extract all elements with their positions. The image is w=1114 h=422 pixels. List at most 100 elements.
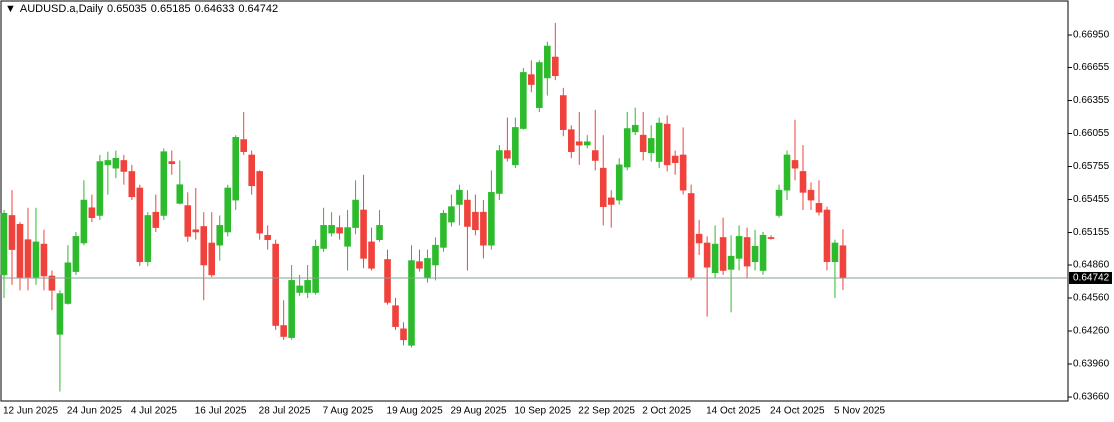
y-tick-label: 0.63660	[1073, 392, 1110, 403]
candle-body	[719, 237, 727, 271]
x-tick-label: 22 Sep 2025	[578, 406, 635, 417]
candle-body	[64, 262, 72, 304]
candle-body	[464, 199, 471, 227]
candle-body	[552, 56, 559, 77]
candle-body	[216, 225, 224, 246]
candle-body	[775, 189, 783, 216]
candle-body	[647, 138, 655, 154]
candle-body	[184, 205, 192, 237]
candle-body	[631, 124, 639, 133]
candle-body	[376, 225, 383, 240]
candle-body	[360, 209, 367, 259]
candle-body	[679, 154, 687, 191]
candle-body	[583, 141, 591, 146]
candle-body	[272, 243, 279, 326]
candle-body	[528, 74, 535, 85]
y-tick-label: 0.64560	[1073, 293, 1110, 304]
candle-body	[735, 236, 743, 259]
candle-body	[32, 241, 40, 278]
candle-body	[759, 234, 767, 271]
y-tick-label: 0.65455	[1073, 194, 1110, 205]
collapse-arrow[interactable]: ▼	[5, 3, 16, 15]
candle-body	[208, 242, 216, 276]
candle-body	[192, 229, 200, 233]
candle-body	[240, 139, 247, 152]
candle-body	[328, 225, 335, 234]
candle-body	[224, 187, 232, 233]
open-value: 0.65035	[107, 3, 147, 15]
candle-body	[416, 261, 423, 269]
candle-body	[839, 245, 847, 279]
candle-body	[703, 242, 711, 268]
candle-body	[512, 127, 519, 166]
candle-body	[48, 275, 56, 291]
x-tick-label: 16 Jul 2025	[195, 406, 247, 417]
symbol: AUDUSD.a,Daily	[19, 3, 104, 15]
y-tick-label: 0.66950	[1073, 30, 1110, 41]
candle-body	[575, 141, 583, 146]
candle-body	[312, 245, 319, 293]
candle-body	[615, 164, 623, 201]
last-price-label: 0.64742	[1073, 273, 1110, 284]
candle-body	[160, 151, 168, 216]
candle-body	[751, 245, 759, 262]
candle-body	[456, 189, 463, 205]
candle-body	[520, 72, 527, 129]
x-tick-label: 10 Sep 2025	[514, 406, 571, 417]
candle-body	[256, 171, 263, 234]
candle-body	[112, 157, 120, 169]
candle-body	[400, 328, 407, 341]
x-tick-label: 29 Aug 2025	[450, 406, 507, 417]
candle-body	[472, 211, 479, 231]
candle-body	[0, 212, 8, 276]
candle-body	[424, 258, 431, 279]
candle-body	[248, 154, 255, 187]
candle-body	[671, 155, 679, 163]
candle-body	[264, 234, 271, 240]
candle-body	[695, 233, 703, 244]
candle-body	[831, 242, 839, 262]
candle-body	[320, 225, 327, 249]
x-tick-label: 24 Oct 2025	[770, 406, 825, 417]
candle-body	[623, 128, 631, 168]
candle-body	[304, 280, 311, 293]
y-tick-label: 0.65155	[1073, 227, 1110, 238]
x-tick-label: 7 Aug 2025	[323, 406, 374, 417]
candle-body	[687, 193, 695, 278]
candle-body	[727, 255, 735, 270]
candle-body	[8, 215, 16, 250]
candle-body	[567, 129, 575, 152]
candle-body	[136, 187, 144, 262]
candle-body	[56, 293, 64, 335]
candle-body	[496, 150, 503, 194]
candle-body	[823, 209, 831, 262]
candle-body	[791, 160, 799, 169]
candle-body	[807, 189, 815, 201]
candle-body	[655, 122, 663, 162]
candle-body	[80, 199, 88, 244]
candle-body	[488, 192, 495, 246]
candle-body	[144, 215, 152, 262]
last-price-box	[1069, 271, 1112, 284]
candle-body	[344, 227, 351, 247]
candle-body	[40, 243, 48, 277]
candle-body	[128, 171, 136, 198]
candle-body	[352, 199, 359, 228]
candle-body	[599, 167, 607, 207]
candle-body	[88, 207, 96, 218]
candle-body	[104, 160, 112, 166]
x-tick-label: 28 Jul 2025	[259, 406, 311, 417]
x-tick-label: 2 Oct 2025	[642, 406, 691, 417]
candle-body	[368, 241, 375, 269]
candle-body	[296, 285, 303, 293]
high-value: 0.65185	[150, 3, 191, 15]
candle-body	[176, 184, 184, 204]
candle-body	[24, 239, 32, 278]
candle-body	[232, 137, 240, 201]
candle-body	[336, 227, 343, 234]
candle-body	[280, 325, 287, 337]
y-tick-label: 0.65755	[1073, 161, 1110, 172]
candle-body	[559, 95, 567, 130]
low-value: 0.64633	[194, 3, 235, 15]
